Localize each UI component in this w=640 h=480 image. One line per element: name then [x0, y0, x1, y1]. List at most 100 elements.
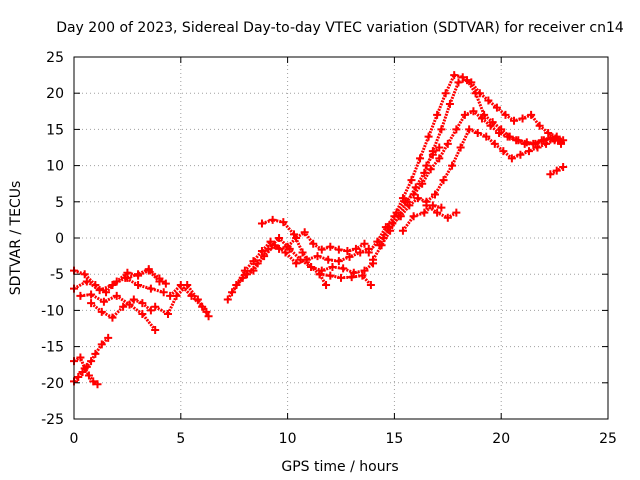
- series-track-16: [371, 78, 562, 261]
- data-point-marker: [418, 179, 427, 188]
- data-point-marker: [552, 166, 561, 175]
- series-track-17: [378, 109, 560, 246]
- y-tick-label: 0: [55, 231, 64, 247]
- data-point-marker: [407, 176, 416, 185]
- data-point-marker: [300, 228, 309, 237]
- data-point-marker: [108, 281, 117, 290]
- data-point-marker: [424, 132, 433, 141]
- y-tick-label: -10: [41, 303, 64, 319]
- data-point-marker: [279, 218, 288, 227]
- data-point-marker: [490, 139, 499, 148]
- data-point-marker: [501, 110, 510, 119]
- x-tick-label: 10: [279, 431, 297, 447]
- data-point-marker: [125, 300, 134, 309]
- data-point-marker: [492, 103, 501, 112]
- data-point-marker: [537, 136, 546, 145]
- data-point-marker: [95, 286, 104, 295]
- data-point-marker: [84, 371, 93, 380]
- chart-title: Day 200 of 2023, Sidereal Day-to-day VTE…: [56, 20, 624, 36]
- data-point-marker: [426, 165, 435, 174]
- data-point-marker: [484, 96, 493, 105]
- data-point-marker: [473, 129, 482, 138]
- data-point-marker: [398, 226, 407, 235]
- data-point-marker: [546, 170, 555, 179]
- data-point-marker: [138, 299, 147, 308]
- data-point-marker: [360, 239, 369, 248]
- x-axis-label: GPS time / hours: [281, 459, 398, 475]
- data-point-marker: [366, 281, 375, 290]
- y-tick-label: 10: [46, 159, 64, 175]
- data-point-marker: [529, 139, 538, 148]
- data-point-marker: [309, 239, 318, 248]
- data-point-marker: [266, 237, 275, 246]
- data-point-marker: [379, 234, 388, 242]
- data-point-marker: [228, 288, 237, 297]
- data-point-marker: [87, 357, 96, 366]
- data-point-marker: [443, 213, 452, 222]
- x-tick-label: 25: [599, 431, 617, 447]
- y-tick-label: -15: [41, 340, 64, 356]
- data-point-marker: [409, 212, 418, 221]
- data-point-marker: [467, 78, 476, 87]
- data-point-marker: [326, 271, 335, 280]
- data-point-marker: [559, 163, 568, 172]
- data-point-marker: [339, 264, 348, 273]
- data-point-marker: [351, 244, 360, 253]
- data-point-marker: [463, 76, 472, 85]
- data-point-marker: [413, 194, 422, 203]
- data-point-marker: [499, 147, 508, 156]
- data-point-marker: [510, 116, 519, 125]
- plot-area: [70, 71, 568, 389]
- data-point-marker: [223, 295, 232, 304]
- data-point-marker: [445, 100, 454, 109]
- data-point-marker: [292, 259, 301, 268]
- data-point-marker: [285, 244, 294, 253]
- data-point-marker: [87, 290, 96, 299]
- data-point-marker: [469, 107, 478, 116]
- data-point-marker: [416, 154, 425, 163]
- data-point-marker: [512, 136, 521, 145]
- y-tick-label: 20: [46, 86, 64, 102]
- data-point-marker: [345, 252, 354, 261]
- data-point-marker: [347, 273, 356, 282]
- data-point-marker: [392, 208, 401, 217]
- data-point-marker: [544, 129, 553, 138]
- data-point-marker: [422, 201, 431, 210]
- y-axis-label: SDTVAR / TECUs: [8, 181, 24, 296]
- data-point-marker: [550, 136, 559, 145]
- data-point-marker: [452, 208, 461, 217]
- x-tick-label: 20: [492, 431, 510, 447]
- data-point-marker: [507, 154, 516, 163]
- data-point-marker: [435, 143, 444, 152]
- data-point-marker: [91, 349, 100, 358]
- data-point-marker: [138, 310, 147, 319]
- data-point-marker: [527, 110, 536, 119]
- data-point-marker: [307, 262, 316, 271]
- data-point-marker: [456, 143, 465, 152]
- data-point-marker: [82, 277, 91, 286]
- data-point-marker: [364, 248, 373, 257]
- data-point-marker: [542, 139, 551, 148]
- data-point-marker: [503, 132, 512, 141]
- data-point-marker: [317, 245, 326, 254]
- data-point-marker: [151, 302, 160, 311]
- data-point-marker: [450, 71, 459, 80]
- data-point-marker: [134, 281, 143, 290]
- data-point-marker: [518, 114, 527, 123]
- data-point-marker: [102, 288, 111, 297]
- data-point-marker: [328, 262, 337, 271]
- data-point-marker: [257, 219, 266, 228]
- data-point-marker: [433, 110, 442, 119]
- data-point-marker: [99, 297, 108, 306]
- data-point-marker: [441, 89, 450, 98]
- data-point-marker: [290, 230, 299, 239]
- data-point-marker: [281, 248, 290, 257]
- data-point-marker: [360, 266, 369, 275]
- data-point-marker: [533, 143, 542, 152]
- data-point-marker: [396, 212, 405, 221]
- y-tick-label: 5: [55, 195, 64, 211]
- data-point-marker: [388, 219, 397, 228]
- data-point-marker: [535, 121, 544, 130]
- data-point-marker: [119, 302, 128, 311]
- data-point-marker: [422, 161, 431, 170]
